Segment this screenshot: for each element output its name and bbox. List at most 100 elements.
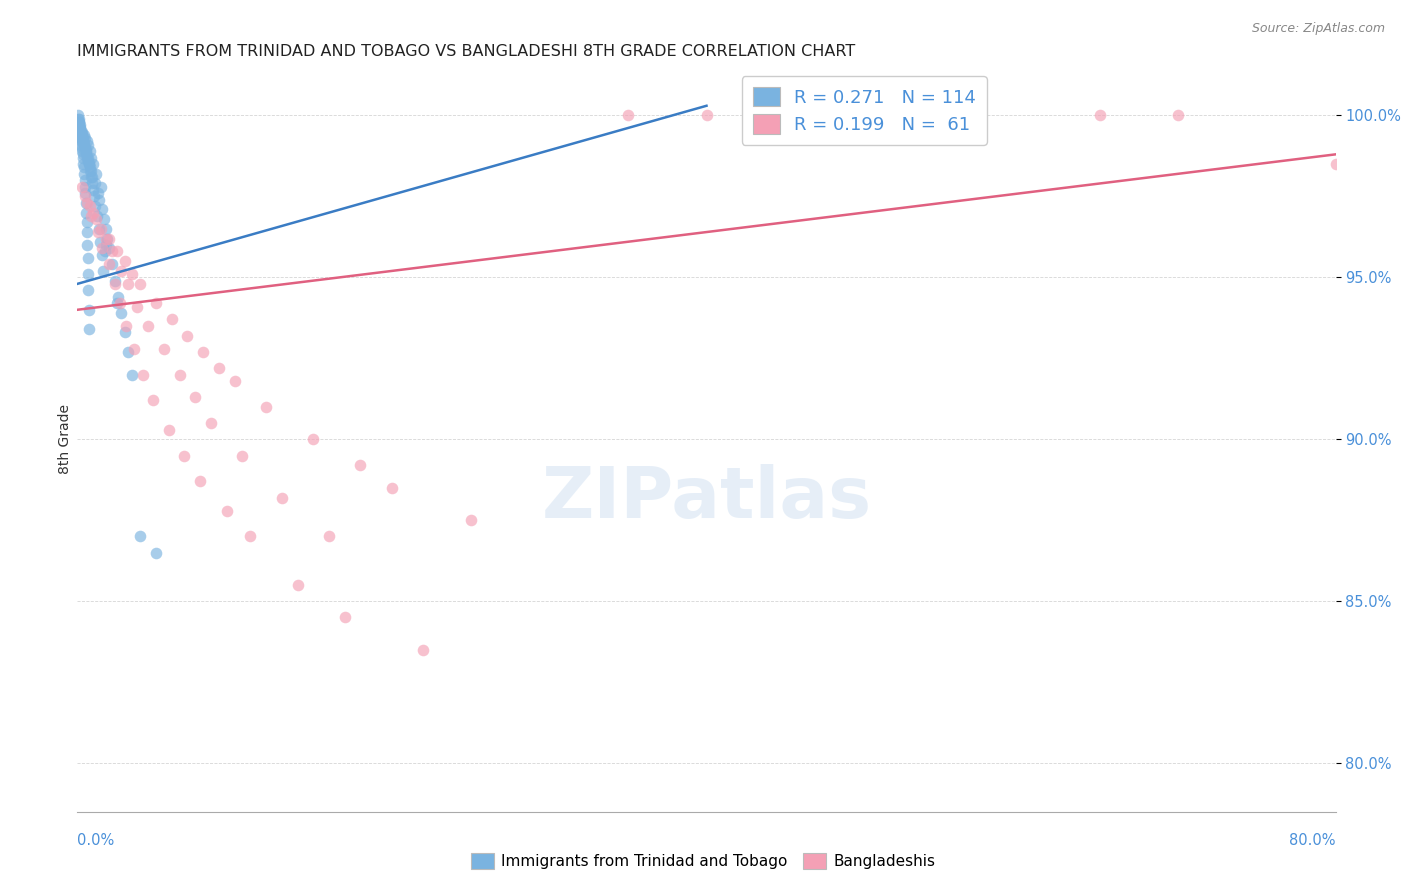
Point (76, 151, 98, 165)
Point (76, 251, 98, 265)
Point (87, 186, 110, 201)
Point (67, 115, 90, 129)
Point (333, 610, 356, 624)
Point (77, 157, 100, 171)
Point (97, 241, 120, 255)
Point (200, 416, 222, 430)
Point (82, 157, 104, 171)
Point (349, 458, 371, 473)
Point (145, 546, 167, 560)
Point (66, 121, 89, 136)
Point (254, 400, 277, 414)
Point (76, 238, 98, 252)
Text: Source: ZipAtlas.com: Source: ZipAtlas.com (1251, 22, 1385, 36)
Point (239, 529, 262, 543)
Point (617, 108, 640, 122)
Point (931, 108, 953, 122)
Point (77, 137, 100, 152)
Point (84, 199, 107, 213)
Point (70, 128, 93, 142)
Point (142, 393, 165, 408)
Point (132, 368, 155, 382)
Point (76, 225, 98, 239)
Point (79, 144, 101, 158)
Point (75, 205, 97, 219)
Point (83, 177, 105, 191)
Point (104, 277, 127, 291)
Point (67, 121, 90, 136)
Point (84, 212, 107, 227)
Point (94, 222, 117, 236)
Point (76, 151, 98, 165)
Point (160, 312, 183, 326)
Point (72, 128, 94, 142)
Point (136, 318, 159, 333)
Point (287, 578, 309, 592)
Point (67, 115, 90, 129)
Point (91, 264, 114, 278)
Point (381, 481, 404, 495)
Text: ZIPatlas: ZIPatlas (541, 465, 872, 533)
Point (79, 322, 101, 336)
Point (105, 244, 128, 259)
Point (460, 513, 482, 527)
Point (72, 147, 94, 161)
Point (77, 302, 100, 317)
Point (117, 344, 139, 359)
Point (73, 173, 96, 187)
Point (73, 141, 96, 155)
Point (69, 121, 91, 136)
Point (77, 284, 100, 298)
Point (1088, 108, 1111, 122)
Point (231, 449, 253, 463)
Point (72, 151, 94, 165)
Point (69, 121, 91, 136)
Point (215, 503, 238, 517)
Legend: R = 0.271   N = 114, R = 0.199   N =  61: R = 0.271 N = 114, R = 0.199 N = 61 (742, 76, 987, 145)
Point (70, 144, 93, 158)
Point (110, 264, 132, 278)
Point (89, 235, 111, 249)
Point (270, 491, 292, 505)
Point (82, 183, 104, 197)
Point (76, 195, 98, 210)
Point (82, 205, 104, 219)
Point (72, 131, 94, 145)
Point (76, 215, 98, 229)
Point (73, 167, 96, 181)
Y-axis label: 8th Grade: 8th Grade (58, 404, 72, 475)
Point (89, 193, 111, 207)
Point (70, 125, 93, 139)
Point (80, 209, 103, 223)
Point (70, 141, 93, 155)
Point (69, 125, 91, 139)
Point (76, 135, 98, 149)
Point (101, 244, 124, 259)
Point (169, 368, 191, 382)
Point (121, 368, 143, 382)
Point (129, 277, 152, 291)
Point (101, 257, 124, 271)
Point (70, 135, 93, 149)
Point (80, 151, 103, 165)
Point (145, 296, 167, 310)
Point (87, 225, 110, 239)
Point (77, 157, 100, 171)
Point (67, 118, 90, 132)
Point (94, 231, 117, 245)
Legend: Immigrants from Trinidad and Tobago, Bangladeshis: Immigrants from Trinidad and Tobago, Ban… (464, 847, 942, 875)
Point (75, 195, 97, 210)
Point (114, 326, 136, 340)
Point (191, 344, 215, 359)
Point (114, 254, 136, 268)
Point (90, 222, 112, 236)
Point (90, 248, 112, 262)
Point (184, 390, 207, 404)
Point (79, 161, 101, 175)
Point (104, 274, 127, 288)
Point (153, 342, 176, 356)
Point (75, 186, 97, 201)
Point (70, 137, 93, 152)
Point (96, 238, 118, 252)
Point (69, 128, 91, 142)
